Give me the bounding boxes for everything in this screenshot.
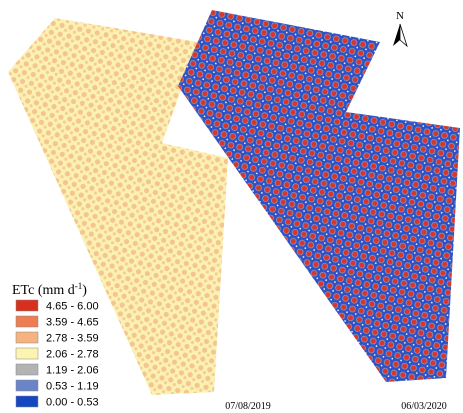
legend-swatch <box>15 347 39 360</box>
legend-swatch <box>15 315 39 328</box>
legend-swatch <box>15 299 39 312</box>
legend-swatch <box>15 363 39 376</box>
legend-label: 2.78 - 3.59 <box>46 333 99 345</box>
north-arrow: N <box>393 10 408 48</box>
field-2019 <box>8 18 228 395</box>
legend: 4.65 - 6.00 3.59 - 4.65 2.78 - 3.59 2.06 - … <box>15 299 99 409</box>
legend-title: ETc (mm d-1) <box>12 281 87 298</box>
legend-label: 3.59 - 4.65 <box>46 317 99 329</box>
legend-label: 0.00 - 0.53 <box>46 397 99 409</box>
legend-label: 1.19 - 2.06 <box>46 365 99 377</box>
legend-label: 0.53 - 1.19 <box>46 381 99 393</box>
legend-label: 4.65 - 6.00 <box>46 301 99 313</box>
map-date: 07/08/2019 <box>225 401 271 412</box>
legend-swatch <box>15 395 39 408</box>
legend-label: 2.06 - 2.78 <box>46 349 99 361</box>
legend-swatch <box>15 331 39 344</box>
legend-swatch <box>15 379 39 392</box>
map-date: 06/03/2020 <box>401 401 447 412</box>
field-2020 <box>178 10 460 382</box>
north-label: N <box>396 10 404 22</box>
